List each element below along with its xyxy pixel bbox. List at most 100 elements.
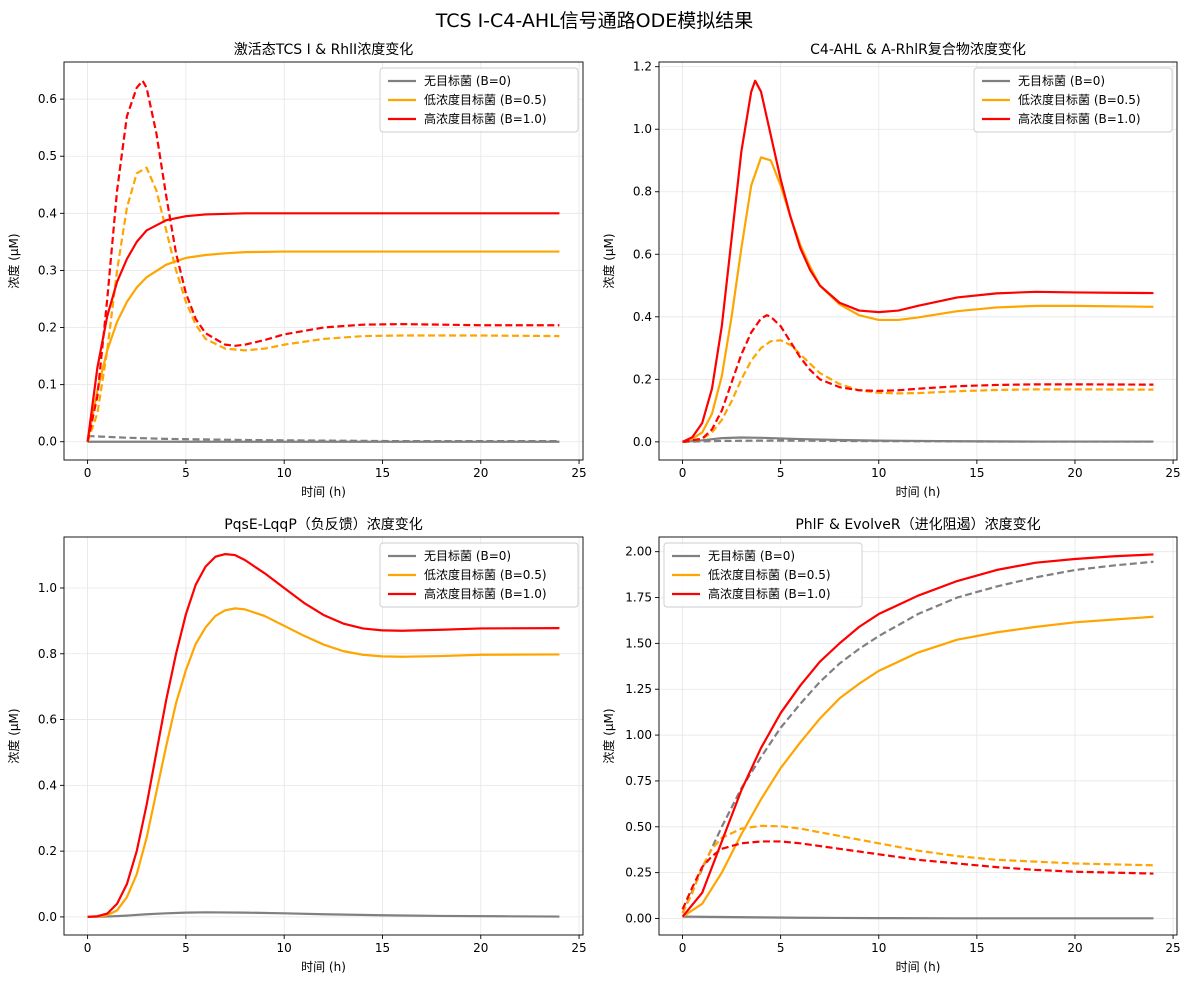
x-tick-label: 10 (871, 466, 886, 480)
subplot-title: 激活态TCS Ⅰ & RhlI浓度变化 (234, 41, 413, 58)
legend-label: 低浓度目标菌 (B=0.5) (1018, 92, 1141, 107)
y-tick-label: 0.0 (38, 435, 57, 449)
x-tick-label: 20 (473, 466, 488, 480)
y-tick-label: 0.0 (633, 435, 652, 449)
subplot-4: 0 5 10 15 20 25 0.00 0.25 0.50 0.75 1.00 1.25 1.50 1.… (601, 517, 1181, 974)
subplot-title: C4-AHL & A-RhlR复合物浓度变化 (810, 41, 1026, 58)
x-tick-label: 0 (84, 941, 92, 955)
x-tick-label: 20 (1067, 941, 1082, 955)
legend-label: 低浓度目标菌 (B=0.5) (708, 567, 831, 582)
series-line-2-dashed (87, 434, 560, 443)
y-tick-label: 0.75 (625, 774, 652, 788)
x-tick-label: 0 (84, 466, 92, 480)
x-tick-label: 10 (277, 941, 292, 955)
x-tick-label: 25 (571, 941, 586, 955)
y-tick-label: 1.2 (633, 60, 652, 74)
series-line-6-dashed (86, 79, 560, 442)
series-line-1-solid (87, 911, 560, 919)
legend-label: 低浓度目标菌 (B=0.5) (424, 567, 547, 582)
x-tick-label: 0 (679, 466, 687, 480)
y-tick-label: 0.2 (633, 372, 652, 386)
subplot-1: 0 5 10 15 20 25 0.0 0.1 0.2 0.3 0.4 0.5 0.6 激活态TCS Ⅰ … (6, 41, 587, 499)
x-tick-label: 5 (777, 466, 785, 480)
series-line-6-dashed (681, 840, 1154, 910)
y-tick-label: 0.6 (633, 247, 652, 261)
x-tick-label: 10 (277, 466, 292, 480)
y-tick-label: 0.0 (38, 910, 57, 924)
subplot-title: PqsE-LqqP（负反馈）浓度变化 (224, 517, 423, 533)
y-tick-label: 0.4 (38, 206, 57, 220)
legend: 无目标菌 (B=0) 低浓度目标菌 (B=0.5) 高浓度目标菌 (B=1.0) (973, 67, 1173, 133)
y-axis-label: 浓度 (μM) (6, 233, 21, 288)
legend-frame (973, 67, 1173, 133)
y-tick-label: 0.5 (38, 149, 57, 163)
axes-frame (63, 536, 584, 936)
legend-label: 高浓度目标菌 (B=1.0) (424, 586, 547, 601)
legend-label: 高浓度目标菌 (B=1.0) (424, 111, 547, 126)
y-tick-label: 0.1 (38, 378, 57, 392)
axes-frame (658, 536, 1178, 936)
y-tick-label: 1.00 (625, 728, 652, 742)
x-tick-label: 25 (571, 466, 586, 480)
legend-frame (663, 542, 863, 608)
series-line-2-dashed (681, 560, 1154, 914)
y-tick-label: 0.6 (38, 713, 57, 727)
x-tick-label: 5 (182, 941, 190, 955)
legend: 无目标菌 (B=0) 低浓度目标菌 (B=0.5) 高浓度目标菌 (B=1.0) (379, 542, 579, 608)
x-axis-label: 时间 (h) (896, 485, 941, 499)
y-tick-label: 1.0 (633, 122, 652, 136)
y-tick-label: 0.00 (625, 911, 652, 925)
legend-label: 高浓度目标菌 (B=1.0) (708, 586, 831, 601)
series-line-4-dashed (682, 339, 1154, 443)
y-tick-label: 0.25 (625, 866, 652, 880)
x-tick-label: 15 (375, 466, 390, 480)
x-tick-label: 5 (777, 941, 785, 955)
series-line-5-solid (681, 553, 1154, 918)
y-tick-label: 1.25 (625, 682, 652, 696)
x-tick-label: 0 (679, 941, 687, 955)
legend-label: 无目标菌 (B=0) (708, 549, 795, 563)
y-tick-label: 2.00 (625, 545, 652, 559)
y-tick-label: 1.0 (38, 581, 57, 595)
x-axis-label: 时间 (h) (896, 960, 941, 974)
legend-label: 无目标菌 (B=0) (424, 549, 511, 563)
y-tick-label: 0.3 (38, 263, 57, 277)
series-line-3-solid (87, 552, 560, 919)
series-line-3-solid (681, 615, 1154, 918)
legend-label: 无目标菌 (B=0) (424, 74, 511, 88)
x-tick-label: 15 (969, 466, 984, 480)
y-axis-label: 浓度 (μM) (6, 708, 21, 763)
axes-frame (658, 61, 1178, 461)
x-axis-label: 时间 (h) (301, 960, 346, 974)
y-axis-label: 浓度 (μM) (601, 233, 616, 288)
y-tick-label: 0.6 (38, 92, 57, 106)
legend-label: 无目标菌 (B=0) (1018, 74, 1105, 88)
y-tick-label: 1.50 (625, 636, 652, 650)
y-tick-label: 0.8 (38, 647, 57, 661)
axes-frame (63, 61, 584, 461)
x-tick-label: 10 (871, 941, 886, 955)
legend-frame (379, 542, 579, 608)
series-line-3-solid (86, 250, 560, 442)
x-tick-label: 15 (969, 941, 984, 955)
series-line-3-solid (682, 156, 1154, 443)
legend-label: 高浓度目标菌 (B=1.0) (1018, 111, 1141, 126)
subplot-2: 0 5 10 15 20 25 0.0 0.2 0.4 0.6 0.8 1.0 1.2 C4-AHL & … (601, 41, 1181, 499)
subplot-title: PhlF & EvolveR（进化阻遏）浓度变化 (795, 517, 1040, 533)
x-tick-label: 15 (375, 941, 390, 955)
legend: 无目标菌 (B=0) 低浓度目标菌 (B=0.5) 高浓度目标菌 (B=1.0) (379, 67, 579, 133)
x-axis-label: 时间 (h) (301, 485, 346, 499)
y-axis-label: 浓度 (μM) (601, 708, 616, 763)
x-tick-label: 5 (182, 466, 190, 480)
x-tick-label: 25 (1165, 941, 1180, 955)
series-line-1-solid (682, 915, 1154, 920)
series-line-4-dashed (681, 824, 1154, 914)
y-tick-label: 0.8 (633, 185, 652, 199)
figure-suptitle: TCS Ⅰ-C4-AHL信号通路ODE模拟结果 (435, 10, 754, 32)
series-line-5-solid (86, 212, 560, 442)
y-tick-label: 0.50 (625, 820, 652, 834)
series-line-2-solid (87, 607, 560, 919)
series-line-4-dashed (86, 166, 560, 443)
